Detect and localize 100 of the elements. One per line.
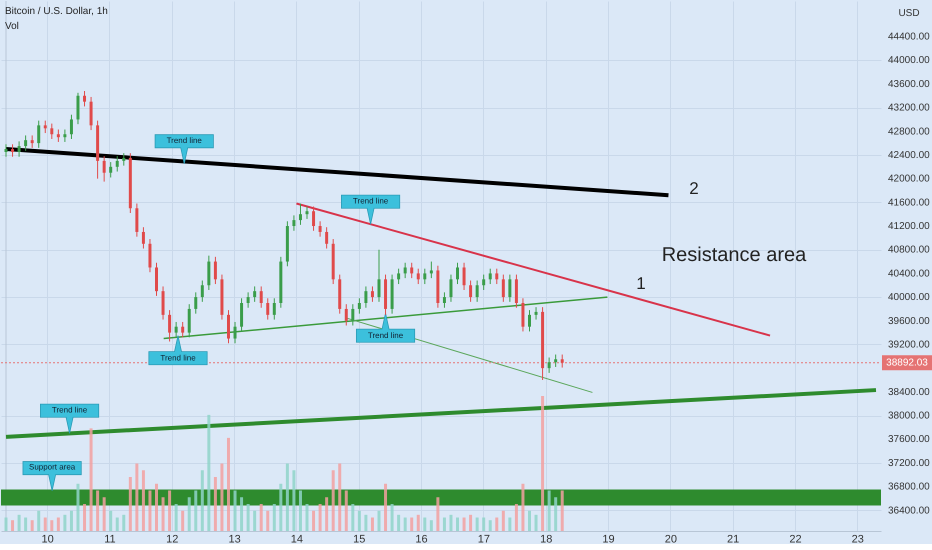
x-tick-label: 11: [104, 534, 116, 546]
bar: [338, 464, 342, 531]
y-tick-label: 43600.00: [888, 78, 930, 90]
y-tick-label: 39600.00: [888, 316, 930, 327]
bar: [220, 464, 224, 531]
bar: [449, 514, 452, 531]
bar: [168, 490, 172, 531]
x-tick-label: 18: [540, 534, 552, 546]
bar: [502, 510, 505, 531]
candlestick: [306, 206, 309, 220]
y-tick-label: 44400.00: [888, 32, 930, 43]
bar: [44, 518, 47, 531]
annotation: Trend line: [52, 405, 88, 414]
candlestick: [162, 286, 165, 320]
bar: [24, 518, 28, 531]
candlestick: [318, 220, 322, 238]
bar: [423, 518, 426, 531]
y-tick-label: 39200.00: [888, 339, 930, 350]
candlestick: [502, 274, 505, 302]
candlestick: [495, 268, 498, 285]
x-tick-label: 19: [602, 534, 615, 546]
bar: [292, 470, 296, 531]
candlestick: [266, 298, 270, 320]
candlestick: [30, 134, 34, 148]
bar: [397, 514, 400, 531]
x-tick-label: 22: [789, 534, 802, 546]
bar: [476, 518, 479, 531]
bar: [128, 477, 132, 531]
candlestick: [548, 356, 551, 374]
candlestick: [325, 226, 328, 250]
y-tick-label: 42400.00: [888, 150, 930, 161]
candlestick: [528, 310, 531, 332]
candlestick: [534, 306, 538, 320]
y-tick-label: 44000.00: [888, 55, 930, 66]
candlestick: [253, 286, 256, 302]
bar: [298, 490, 302, 531]
candlestick: [135, 203, 138, 238]
candlestick: [181, 321, 184, 338]
bar: [214, 477, 217, 531]
bar: [436, 497, 440, 531]
bar: [332, 470, 335, 531]
bar: [325, 497, 328, 531]
y-tick-label: 38000.00: [888, 410, 930, 422]
bar: [560, 490, 564, 531]
bar: [344, 490, 348, 531]
candlestick: [63, 129, 66, 142]
bar: [226, 438, 230, 531]
bar: [246, 504, 250, 531]
bar: [430, 520, 433, 531]
bar: [70, 510, 73, 531]
candlestick: [514, 274, 518, 308]
candlestick: [430, 261, 433, 279]
bar: [548, 490, 551, 531]
candlestick: [476, 280, 479, 302]
x-tick-label: 15: [353, 534, 366, 546]
candlestick: [70, 114, 73, 140]
candlestick: [370, 286, 374, 302]
candlestick: [272, 298, 276, 320]
bar: [56, 518, 60, 531]
candlestick: [298, 203, 302, 226]
candlestick: [234, 321, 237, 344]
bar: [534, 514, 538, 531]
bar: [416, 514, 420, 531]
candlestick: [194, 292, 198, 314]
bar: [364, 514, 368, 531]
ref-line-label: 38892.03: [886, 358, 928, 369]
candlestick: [24, 134, 28, 152]
bar: [63, 514, 66, 531]
bar: [266, 510, 270, 531]
x-tick-label: 14: [290, 534, 304, 546]
bar: [469, 514, 472, 531]
bar: [272, 504, 276, 531]
bar: [76, 484, 80, 531]
x-tick-label: 17: [478, 534, 490, 546]
candlestick: [50, 123, 54, 140]
y-tick-label: 36800.00: [888, 482, 930, 493]
bar: [50, 520, 54, 531]
bar: [312, 510, 316, 531]
annotation: Trend line: [166, 136, 202, 145]
candlestick: [416, 268, 420, 285]
candlestick: [109, 162, 112, 178]
bar: [122, 514, 126, 531]
candlestick: [37, 120, 40, 148]
bar: [155, 484, 158, 531]
bar: [384, 484, 388, 531]
x-tick-label: 12: [166, 534, 178, 546]
candlestick: [188, 304, 191, 338]
bar: [174, 504, 178, 531]
candlestick: [76, 92, 80, 125]
y-tick-label: 42000.00: [888, 174, 930, 185]
bar: [318, 504, 322, 531]
bar: [390, 504, 394, 531]
annotation: Support area: [28, 462, 76, 472]
bar: [462, 518, 466, 531]
bar: [495, 518, 498, 531]
bar: [194, 490, 198, 531]
candlestick: [155, 262, 158, 296]
annotation: Trend line: [352, 196, 389, 206]
candlestick: [312, 206, 316, 232]
bar: [30, 520, 34, 531]
